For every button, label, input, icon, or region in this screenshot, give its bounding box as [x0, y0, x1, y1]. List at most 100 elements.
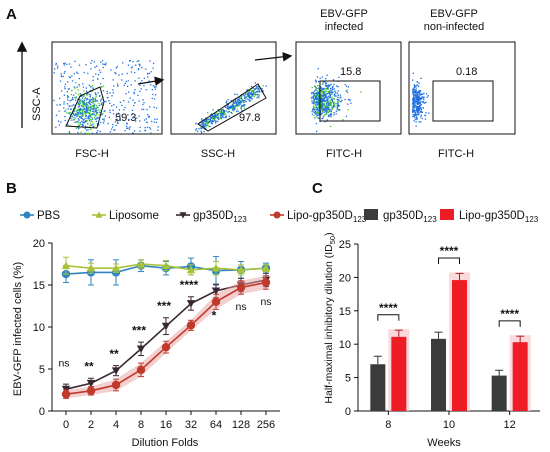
flow-event-dot	[239, 102, 241, 104]
flow-event-dot	[320, 99, 322, 101]
flow-event-dot	[126, 127, 128, 130]
flow-event-dot	[82, 121, 84, 124]
flow-event-dot	[115, 67, 117, 69]
flow-event-dot	[209, 120, 211, 123]
flow-event-dot	[216, 116, 218, 118]
flow-event-dot	[325, 82, 327, 85]
flow-event-dot	[207, 121, 210, 124]
flow-event-dot	[340, 96, 342, 98]
flow-event-dot	[241, 97, 243, 100]
flow-event-dot	[322, 88, 324, 90]
flow-event-dot	[71, 97, 74, 99]
flow-event-dot	[328, 114, 330, 116]
flow-event-dot	[146, 108, 148, 111]
flow-event-dot	[77, 131, 79, 134]
flow-event-dot	[257, 87, 260, 89]
flow-event-dot	[66, 95, 69, 97]
flow-event-dot	[114, 121, 117, 123]
flow-event-dot	[314, 112, 316, 115]
flow-event-dot	[96, 112, 99, 114]
flow-ylabel: SSC-A	[31, 87, 43, 121]
flow-event-dot	[328, 106, 330, 108]
flow-event-dot	[93, 106, 95, 108]
flow-event-dot	[423, 98, 425, 101]
flow-event-dot	[338, 105, 340, 107]
flow-event-dot	[336, 105, 338, 107]
flow-event-dot	[153, 121, 155, 123]
flow-event-dot	[150, 132, 152, 134]
flow-event-dot	[312, 93, 315, 95]
flow-event-dot	[416, 102, 418, 104]
flow-event-dot	[221, 113, 223, 115]
flow-event-dot	[67, 123, 69, 126]
flow-event-dot	[83, 90, 85, 92]
flow-event-dot	[412, 109, 414, 111]
flow-event-dot	[95, 73, 97, 75]
flow-event-dot	[412, 110, 414, 112]
flow-event-dot	[78, 128, 80, 130]
flow-event-dot	[81, 125, 84, 127]
flow-event-dot	[234, 100, 236, 102]
flow-event-dot	[334, 90, 336, 92]
flow-event-dot	[77, 109, 79, 111]
flow-plot-4: EBV-GFP non-infected 0.18 FITC-H	[408, 8, 516, 160]
flow-event-dot	[326, 105, 328, 107]
flow-event-dot	[220, 111, 222, 113]
flow-event-dot	[427, 95, 429, 97]
flow-event-dot	[337, 86, 339, 88]
flow-event-dot	[413, 98, 416, 100]
flow-event-dot	[82, 105, 84, 107]
flow-event-dot	[417, 103, 420, 105]
flow-event-dot	[311, 102, 313, 104]
flow-event-dot	[116, 118, 118, 120]
flow-event-dot	[225, 115, 227, 117]
flow-event-dot	[242, 100, 244, 102]
flow-event-dot	[323, 109, 325, 111]
flow-event-dot	[327, 109, 329, 111]
flow-event-dot	[219, 113, 221, 115]
flow-event-dot	[92, 110, 94, 112]
flow-event-dot	[241, 110, 243, 112]
flow-event-dot	[117, 85, 119, 87]
flow-event-dot	[314, 94, 316, 96]
flow-event-dot	[73, 109, 75, 112]
flow-event-dot	[108, 100, 110, 102]
flow-event-dot	[77, 120, 79, 122]
flow-event-dot	[200, 132, 203, 134]
flow-event-dot	[314, 92, 316, 94]
flow-event-dot	[240, 96, 243, 98]
data-point	[186, 321, 196, 330]
flow-event-dot	[412, 111, 414, 113]
flow-event-dot	[63, 64, 65, 66]
flow-event-dot	[125, 93, 127, 95]
bar-Lipo-gp350D123	[452, 280, 467, 411]
flow-event-dot	[69, 63, 71, 65]
flow-event-dot	[84, 97, 86, 100]
flow-event-dot	[101, 85, 103, 88]
flow-event-dot	[78, 110, 80, 112]
flow-event-dot	[153, 106, 155, 108]
flow-event-dot	[68, 132, 70, 134]
flow-event-dot	[322, 98, 324, 100]
flow-event-dot	[318, 87, 320, 89]
flow-event-dot	[82, 124, 84, 126]
flow-event-dot	[66, 63, 68, 66]
gate-value-1: 59.3	[115, 112, 136, 124]
flow-event-dot	[214, 117, 216, 120]
flow-event-dot	[68, 131, 71, 133]
flow-event-dot	[321, 112, 323, 114]
flow-event-dot	[251, 89, 253, 92]
flow-event-dot	[418, 109, 420, 112]
flow-event-dot	[103, 120, 105, 122]
flow-event-dot	[315, 86, 317, 89]
data-point	[211, 297, 221, 306]
flow-event-dot	[247, 92, 250, 94]
flow-event-dot	[90, 86, 92, 88]
flow-event-dot	[313, 105, 315, 107]
flow-event-dot	[419, 91, 421, 93]
flow-event-dot	[330, 109, 332, 111]
flow-event-dot	[326, 106, 328, 108]
flow-event-dot	[60, 75, 63, 78]
flow-event-dot	[88, 84, 90, 86]
flow-event-dot	[116, 66, 118, 68]
